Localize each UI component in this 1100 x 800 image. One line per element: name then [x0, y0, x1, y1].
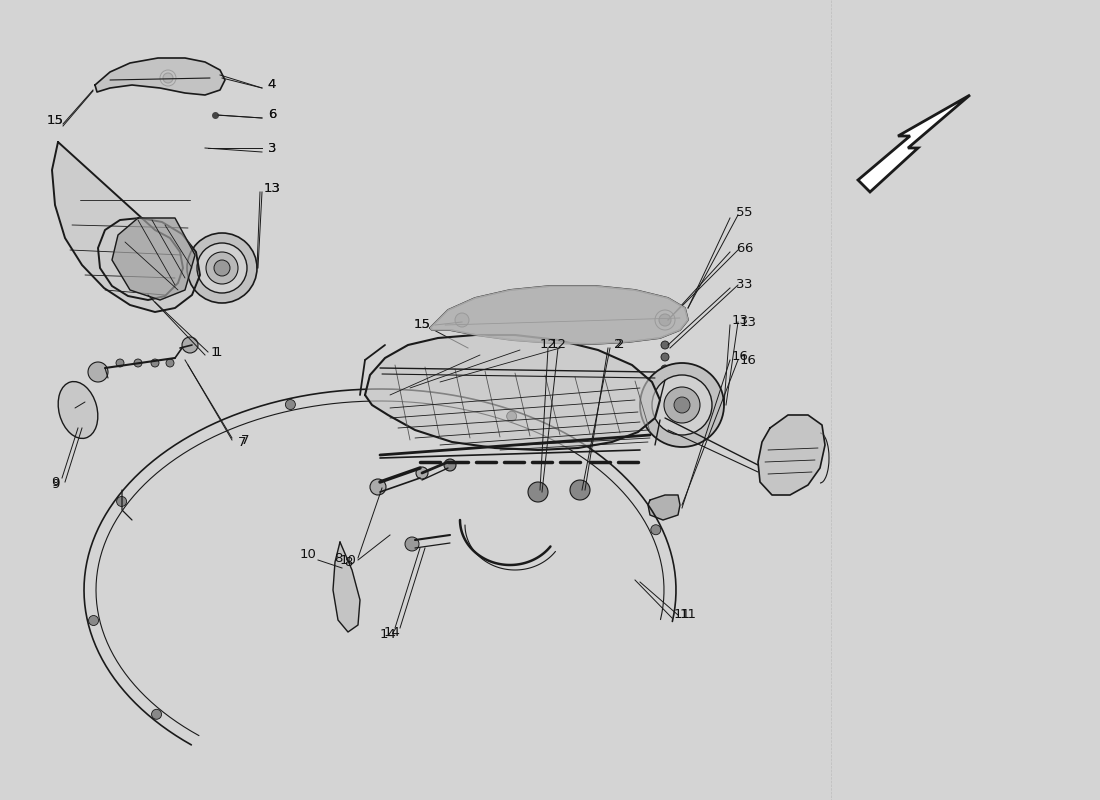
Circle shape — [416, 467, 428, 479]
Text: 16: 16 — [732, 350, 748, 362]
Text: 15: 15 — [46, 114, 64, 126]
Circle shape — [661, 365, 669, 373]
Text: 6: 6 — [267, 109, 276, 122]
Text: 12: 12 — [550, 338, 566, 351]
Polygon shape — [758, 415, 825, 495]
Circle shape — [652, 375, 712, 435]
Text: 9: 9 — [51, 478, 59, 490]
Circle shape — [214, 260, 230, 276]
Circle shape — [89, 615, 99, 626]
Text: 10: 10 — [340, 554, 356, 566]
Text: 14: 14 — [379, 627, 396, 641]
Polygon shape — [112, 218, 195, 300]
Circle shape — [370, 479, 386, 495]
Text: 4: 4 — [267, 78, 276, 90]
Text: 13: 13 — [739, 315, 757, 329]
Text: 3: 3 — [736, 278, 745, 290]
Circle shape — [134, 359, 142, 367]
Circle shape — [507, 411, 517, 422]
Text: 3: 3 — [267, 142, 276, 154]
Text: 13: 13 — [264, 182, 280, 194]
Text: 7: 7 — [238, 435, 246, 449]
Text: 6: 6 — [744, 242, 752, 254]
Circle shape — [152, 710, 162, 719]
Text: 2: 2 — [614, 338, 623, 350]
Text: 14: 14 — [384, 626, 400, 638]
Circle shape — [163, 73, 173, 83]
Ellipse shape — [58, 382, 98, 438]
Text: 12: 12 — [539, 338, 557, 350]
Circle shape — [659, 314, 671, 326]
Circle shape — [444, 459, 456, 471]
Polygon shape — [648, 495, 680, 520]
Text: 3: 3 — [267, 142, 276, 154]
Text: 5: 5 — [744, 206, 752, 218]
Text: 10: 10 — [299, 549, 317, 562]
Circle shape — [117, 497, 126, 506]
Text: 8: 8 — [333, 551, 342, 565]
Circle shape — [197, 243, 248, 293]
Circle shape — [455, 313, 469, 327]
Circle shape — [640, 363, 724, 447]
Circle shape — [661, 341, 669, 349]
Text: 11: 11 — [680, 609, 696, 622]
Text: 5: 5 — [736, 206, 745, 218]
Text: 3: 3 — [744, 278, 752, 291]
Polygon shape — [365, 335, 660, 450]
Text: 8: 8 — [344, 555, 352, 569]
Text: 15: 15 — [46, 114, 64, 126]
Text: 15: 15 — [414, 318, 430, 331]
Circle shape — [182, 337, 198, 353]
Circle shape — [151, 359, 160, 367]
Polygon shape — [95, 58, 226, 95]
Polygon shape — [430, 286, 688, 344]
Text: 15: 15 — [414, 318, 430, 330]
Circle shape — [528, 482, 548, 502]
Circle shape — [166, 359, 174, 367]
Circle shape — [187, 233, 257, 303]
Circle shape — [88, 362, 108, 382]
Circle shape — [116, 359, 124, 367]
Circle shape — [285, 399, 296, 410]
Text: 1: 1 — [211, 346, 219, 358]
Text: 11: 11 — [673, 607, 691, 621]
Text: 2: 2 — [616, 338, 625, 351]
Text: 1: 1 — [213, 346, 222, 358]
Polygon shape — [52, 142, 200, 312]
Circle shape — [206, 252, 238, 284]
Text: 7: 7 — [241, 434, 250, 446]
Circle shape — [661, 353, 669, 361]
Text: 6: 6 — [267, 109, 276, 122]
Text: 13: 13 — [732, 314, 748, 326]
Polygon shape — [858, 95, 970, 192]
Circle shape — [651, 525, 661, 534]
Text: 4: 4 — [267, 78, 276, 90]
Polygon shape — [333, 542, 360, 632]
Text: 6: 6 — [736, 242, 745, 254]
Circle shape — [674, 397, 690, 413]
Circle shape — [570, 480, 590, 500]
Text: 13: 13 — [264, 182, 280, 194]
Circle shape — [405, 537, 419, 551]
Circle shape — [664, 387, 700, 423]
Text: 9: 9 — [51, 475, 59, 489]
Text: 16: 16 — [739, 354, 757, 366]
